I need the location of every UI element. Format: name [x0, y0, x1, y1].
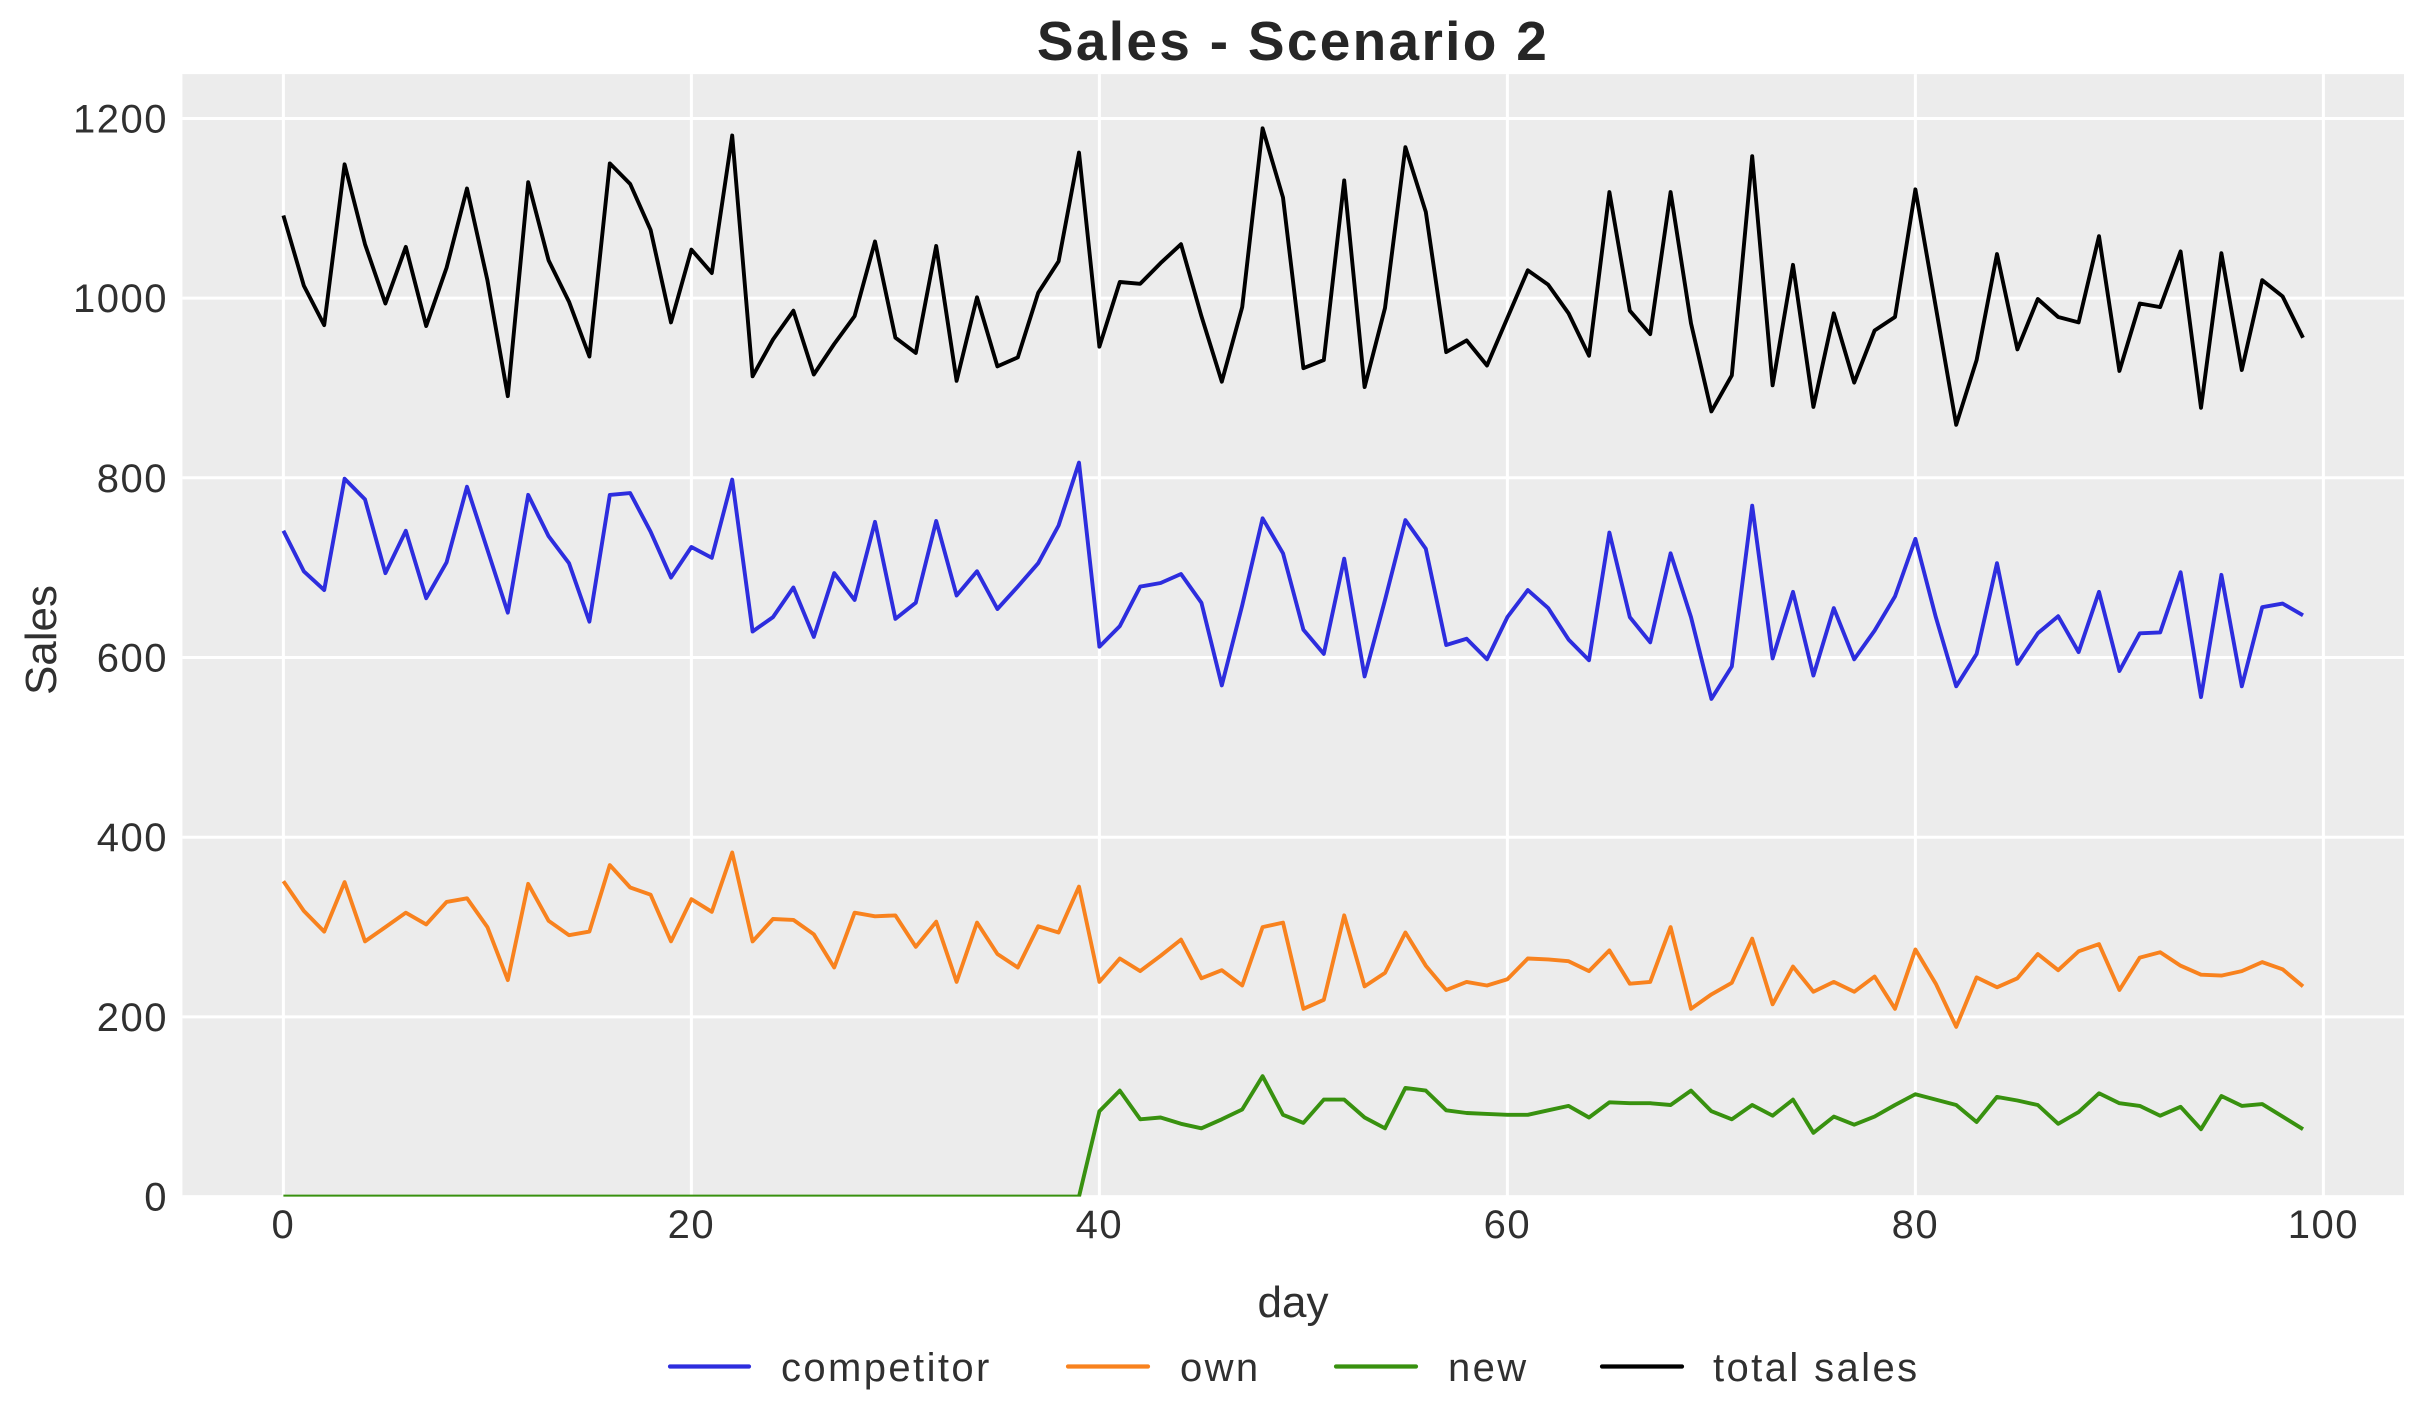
svg-text:1200: 1200 — [73, 98, 168, 142]
svg-text:own: own — [1180, 1346, 1261, 1390]
svg-text:60: 60 — [1484, 1203, 1532, 1247]
svg-text:1000: 1000 — [73, 277, 168, 321]
svg-text:Sales - Scenario 2: Sales - Scenario 2 — [1037, 10, 1549, 72]
svg-text:0: 0 — [144, 1176, 168, 1220]
svg-text:800: 800 — [97, 457, 168, 501]
svg-text:600: 600 — [97, 637, 168, 681]
svg-text:200: 200 — [97, 996, 168, 1040]
svg-text:400: 400 — [97, 816, 168, 860]
svg-text:20: 20 — [668, 1203, 716, 1247]
svg-text:0: 0 — [272, 1203, 296, 1247]
svg-text:total sales: total sales — [1713, 1346, 1920, 1390]
svg-text:40: 40 — [1076, 1203, 1124, 1247]
svg-text:day: day — [1258, 1278, 1329, 1327]
svg-text:new: new — [1448, 1346, 1529, 1390]
svg-text:80: 80 — [1892, 1203, 1940, 1247]
svg-text:competitor: competitor — [781, 1346, 992, 1390]
svg-text:Sales: Sales — [17, 585, 66, 695]
svg-text:100: 100 — [2288, 1203, 2359, 1247]
